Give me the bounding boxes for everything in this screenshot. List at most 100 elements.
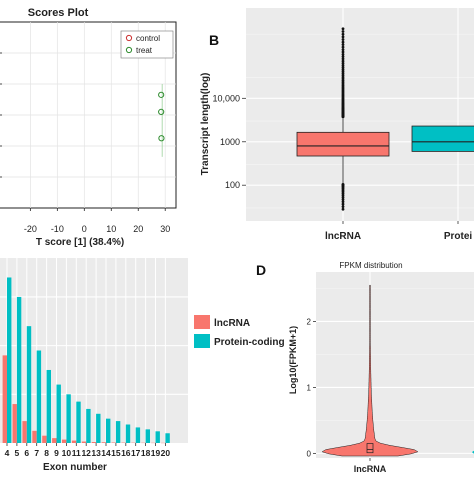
panel-b-box-Protein-coding	[412, 126, 474, 151]
panel-c-bar-lncrna	[3, 355, 7, 443]
panel-b-outlier	[342, 51, 345, 54]
panel-b-y-tick-label: 1000	[220, 137, 240, 147]
panel-b-box-lncRNA	[297, 132, 389, 156]
panel-b-letter: B	[209, 32, 219, 48]
panel-c-x-tick-label: 5	[15, 448, 20, 458]
panel-c-bar-protein-coding	[86, 409, 90, 443]
panel-b-outlier	[342, 205, 345, 208]
panel-c-x-tick-label: 15	[111, 448, 121, 458]
panel-c-bar-protein-coding	[66, 394, 70, 443]
panel-c-bar-protein-coding	[47, 370, 51, 443]
panel-c-bar-protein-coding	[165, 433, 169, 443]
panel-c-bar-protein-coding	[7, 277, 11, 443]
panel-b-outlier	[342, 30, 345, 33]
panel-c-bar-lncrna	[62, 440, 66, 443]
panel-a-legend: control treat	[121, 31, 173, 58]
panel-a-x-tick-label: 20	[133, 224, 143, 234]
panel-c-bar-protein-coding	[156, 431, 160, 443]
panel-c-bar-lncrna	[102, 442, 106, 443]
panel-c-x-tick-label: 11	[72, 448, 81, 458]
panel-a-x-tick-label: -20	[24, 224, 37, 234]
panel-b-outlier	[342, 36, 345, 39]
panel-b-y-ticks: 100 1000 10,000	[212, 93, 246, 190]
panel-c-bar-protein-coding	[37, 351, 41, 444]
panel-d: D FPKM distribution 0 1 2 lncRNA Log10(FPK…	[256, 261, 474, 474]
panel-b-outlier	[342, 43, 345, 46]
panel-a-title: Scores Plot	[28, 7, 89, 19]
panel-c-x-tick-label: 18	[141, 448, 151, 458]
panel-c-bar-lncrna	[32, 431, 36, 443]
panel-a-x-tick-label: -10	[51, 224, 64, 234]
panel-c-x-tick-label: 4	[5, 448, 10, 458]
panel-b-y-label: Transcript length(log)	[200, 73, 211, 176]
legend-label-treat: treat	[136, 46, 153, 55]
panel-c-bar-lncrna	[82, 442, 86, 443]
panel-d-y-ticks: 0 1 2	[307, 317, 316, 458]
panel-c-bar-lncrna	[42, 436, 46, 443]
panel-b-outlier	[342, 33, 345, 36]
panel-a: Scores Plot -20 -10 0 10 20 30 T score [1] (3…	[0, 7, 176, 248]
panel-d-y-tick-label: 1	[307, 383, 312, 392]
panel-c-bar-protein-coding	[136, 427, 140, 443]
panel-c-bar-lncrna	[92, 442, 96, 443]
panel-d-y-label: Log10(FPKM+1)	[288, 326, 298, 394]
panel-c-x-label: Exon number	[43, 462, 107, 473]
panel-b-outlier	[342, 203, 345, 206]
panel-c-bar-protein-coding	[96, 414, 100, 443]
panel-c-bar-protein-coding	[116, 421, 120, 443]
panel-a-x-tick-label: 10	[106, 224, 116, 234]
panel-b-outlier	[342, 208, 345, 211]
panel-d-x-tick-label: lncRNA	[354, 464, 387, 474]
legend-swatch-protein-coding	[194, 334, 210, 348]
panel-c-bar-lncrna	[22, 421, 26, 443]
panel-c-x-tick-label: 20	[161, 448, 171, 458]
panel-d-plot-area	[316, 272, 474, 458]
panel-d-letter: D	[256, 262, 266, 278]
legend-label-lncrna: lncRNA	[214, 318, 250, 329]
panel-a-x-tick-label: 30	[160, 224, 170, 234]
legend-label-control: control	[136, 34, 160, 43]
panel-b-x-tick-label: lncRNA	[325, 231, 361, 242]
panel-c-bar-protein-coding	[106, 419, 110, 443]
panel-d-y-tick-label: 0	[307, 449, 312, 458]
legend-swatch-lncrna	[194, 315, 210, 329]
panel-b-y-tick-label: 100	[225, 180, 240, 190]
panel-c-bar-lncrna	[52, 438, 56, 443]
panel-b-outlier	[342, 46, 345, 49]
panel-c-x-tick-label: 17	[131, 448, 141, 458]
legend-label-protein-coding: Protein-coding	[214, 337, 285, 348]
panel-c-x-tick-label: 8	[44, 448, 49, 458]
panel-c-bar-protein-coding	[27, 326, 31, 443]
panel-c-x-tick-label: 13	[91, 448, 101, 458]
panel-b-plot-area	[246, 8, 474, 221]
panel-b-x-tick-label: Protei	[444, 231, 473, 242]
panel-a-x-label: T score [1] (38.4%)	[36, 237, 124, 248]
panel-c-x-tick-label: 14	[101, 448, 111, 458]
panel-b-outlier	[342, 48, 345, 51]
panel-c-bar-protein-coding	[17, 297, 21, 443]
panel-b-x-ticks: lncRNA Protei	[325, 221, 472, 242]
panel-c-x-tick-label: 9	[54, 448, 59, 458]
panel-d-x-ticks: lncRNA	[354, 458, 387, 474]
panel-c-x-tick-label: 7	[34, 448, 39, 458]
panel-c-x-tick-label: 12	[81, 448, 91, 458]
panel-b-outlier	[342, 38, 345, 41]
panel-c-x-tick-label: 16	[121, 448, 131, 458]
panel-d-y-tick-label: 2	[307, 317, 312, 326]
panel-c-bar-lncrna	[72, 441, 76, 443]
panel-c-bar-protein-coding	[146, 429, 150, 443]
panel-b-outlier	[342, 41, 345, 44]
panel-d-title: FPKM distribution	[339, 261, 402, 270]
panel-c-x-tick-label: 6	[24, 448, 29, 458]
panel-c-bar-protein-coding	[76, 402, 80, 443]
panel-c-legend: lncRNA Protein-coding	[194, 315, 285, 348]
panel-c-x-tick-label: 10	[62, 448, 72, 458]
panel-b-y-tick-label: 10,000	[212, 93, 240, 103]
panel-a-x-ticks: -20 -10 0 10 20 30	[24, 208, 170, 234]
panel-c-x-tick-label: 19	[151, 448, 161, 458]
panel-b-outlier	[342, 27, 345, 30]
panel-a-x-tick-label: 0	[82, 224, 87, 234]
